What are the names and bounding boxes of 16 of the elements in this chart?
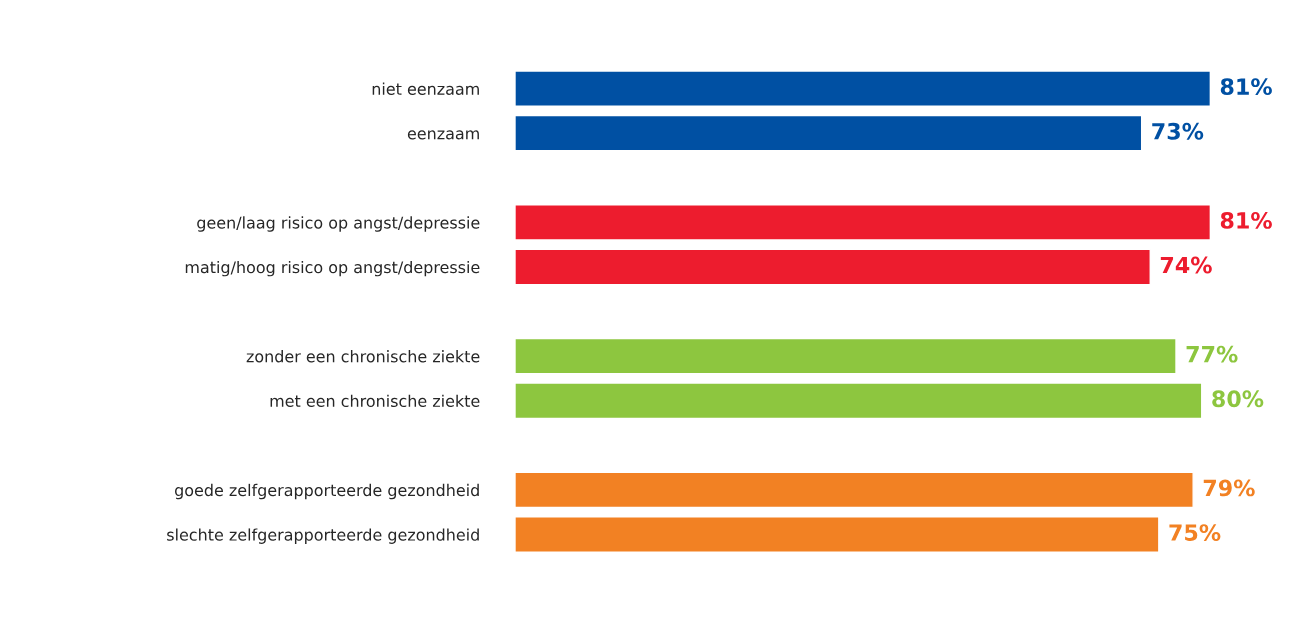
data-label: 79% bbox=[1203, 479, 1255, 497]
y-tick-label: goede zelfgerapporteerde gezondheid bbox=[175, 483, 479, 500]
y-tick-label: eenzaam bbox=[407, 130, 479, 140]
data-label: 73% bbox=[1152, 122, 1204, 140]
data-label: 75% bbox=[1169, 524, 1221, 541]
y-tick-label: niet eenzaam bbox=[372, 82, 479, 95]
y-tick-label: matig/hoog risico op angst/depressie bbox=[185, 260, 480, 277]
data-label: 81% bbox=[1220, 212, 1272, 229]
y-tick-label: slechte zelfgerapporteerde gezondheid bbox=[167, 528, 479, 544]
data-label: 80% bbox=[1212, 390, 1264, 408]
data-label: 81% bbox=[1220, 78, 1272, 96]
y-tick-label: zonder een chronische ziekte bbox=[246, 350, 480, 363]
data-label: 77% bbox=[1186, 345, 1238, 363]
y-tick-label: met een chronische ziekte bbox=[270, 394, 480, 408]
y-tick-label: geen/laag risico op angst/depressie bbox=[197, 216, 480, 232]
data-label: 74% bbox=[1160, 256, 1212, 274]
